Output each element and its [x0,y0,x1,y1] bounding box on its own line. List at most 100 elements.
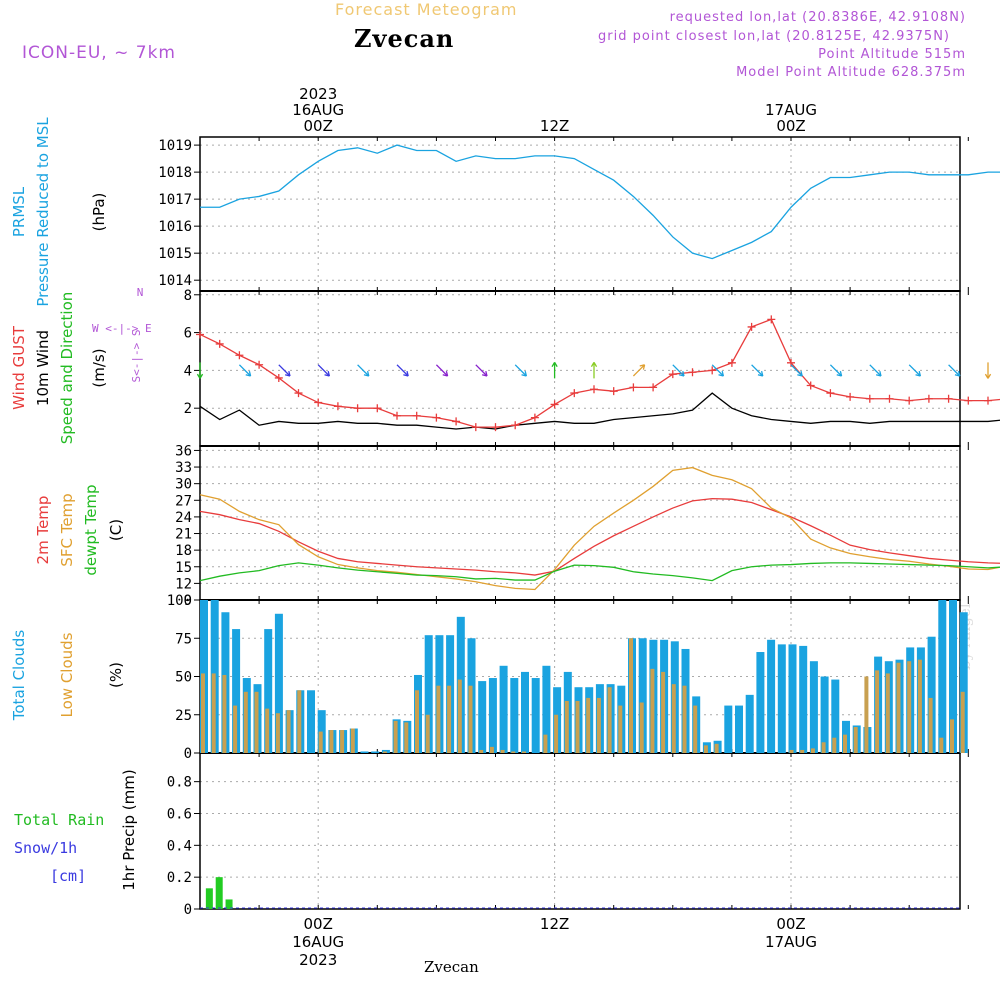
gust-marker [274,373,283,382]
y-tick-label: 2 [184,401,192,417]
gust-marker [629,383,638,392]
y-tick-label: 8 [184,288,192,304]
total-cloud-bar [638,638,647,753]
gust-marker [491,423,500,432]
y-tick-label: 36 [175,443,192,459]
low-cloud-bar [511,751,516,753]
time-label-bottom: 16AUG [292,933,344,951]
wind-arrowhead [521,370,528,377]
time-label-top: 17AUG [765,101,817,119]
wind-arrowhead [245,370,252,377]
gust-marker [314,398,323,407]
gust-marker [471,423,480,432]
temp-line-2m-temp [199,497,1000,576]
low-cloud-bar [479,749,484,753]
low-cloud-bar [853,726,858,753]
gust-marker [668,370,677,379]
total-cloud-bar [788,644,797,753]
total-cloud-bar [820,676,829,753]
gust-marker [511,421,520,430]
gust-marker [944,394,953,403]
total-cloud-bar [264,629,273,753]
low-cloud-bar [917,659,922,753]
gust-marker [333,402,342,411]
low-cloud-bar [575,700,580,753]
total-cloud-bar [949,600,957,753]
gust-marker [609,387,618,396]
low-cloud-bar [832,737,837,753]
low-cloud-bar [789,749,794,753]
low-cloud-bar [286,710,291,753]
gust-marker [530,413,539,422]
pressure-line [200,144,1000,260]
low-cloud-bar [468,685,473,753]
low-cloud-bar [436,685,441,753]
y-tick-label: 0 [184,902,192,918]
low-cloud-bar [907,661,912,753]
low-cloud-bar [350,728,355,753]
temp-axis-label: dewpt Temp [82,484,100,575]
total-cloud-bar [371,751,380,753]
wind-arrowhead [363,370,370,377]
rain-bar [225,899,233,909]
wind-arrowhead [442,370,449,377]
time-label-bottom: 00Z [304,915,333,933]
rain-bar [215,877,223,909]
gust-marker [924,394,933,403]
footer-location: Zvecan [424,958,479,976]
gust-marker [550,400,559,409]
precip-axis-label: 1hr Precip (mm) [120,769,138,890]
y-tick-label: 18 [175,543,192,559]
gust-marker [747,322,756,331]
low-cloud-bar [265,708,270,753]
low-cloud-bar [671,684,676,753]
gust-marker [806,381,815,390]
total-cloud-bar [959,612,968,753]
wind-arrow [396,364,409,377]
low-cloud-bar [318,731,323,753]
y-tick-label: 1017 [158,192,192,208]
low-cloud-bar [607,687,612,753]
clouds-axis-label: Low Clouds [58,632,76,717]
total-cloud-bar [521,671,529,753]
wind-arrow [317,364,330,377]
panel-frame [199,752,961,910]
wind-arrow [632,364,646,377]
y-tick-label: 25 [175,708,192,724]
gust-marker [688,368,697,377]
wind-arrow [357,364,370,377]
requested-coords: requested lon,lat (20.8386E, 42.9108N) [669,10,966,25]
pressure-axis-label: PRMSL [10,186,28,237]
y-tick-label: 9 [184,593,192,609]
total-cloud-bar [510,678,519,753]
wind-arrow [278,364,291,377]
low-cloud-bar [596,697,601,753]
low-cloud-bar [243,691,248,753]
wind-arrowhead [639,364,646,370]
y-tick-label: 1018 [158,165,192,181]
gust-marker [905,396,914,405]
time-label-bottom: 00Z [776,915,805,933]
gust-marker [727,358,736,367]
low-cloud-bar [447,685,452,753]
y-tick-label: 1019 [158,138,192,154]
low-cloud-bar [661,671,666,753]
low-cloud-bar [875,670,880,753]
low-cloud-bar [489,746,494,753]
low-cloud-bar [404,722,409,753]
low-cloud-bar [415,690,419,753]
location-title: Zvecan [354,24,455,53]
gust-marker [767,315,776,324]
y-tick-label: 24 [175,510,192,526]
time-label-top: 16AUG [292,101,344,119]
low-cloud-bar [329,730,334,753]
low-cloud-bar [864,676,869,753]
temp-axis-label: (C) [107,519,125,541]
gust-marker [255,360,264,369]
compass-s: S<-|-> S [130,330,143,383]
low-cloud-bar [693,705,698,753]
low-cloud-bar [810,748,815,753]
low-cloud-bar [821,742,826,753]
y-tick-label: 21 [175,527,192,543]
